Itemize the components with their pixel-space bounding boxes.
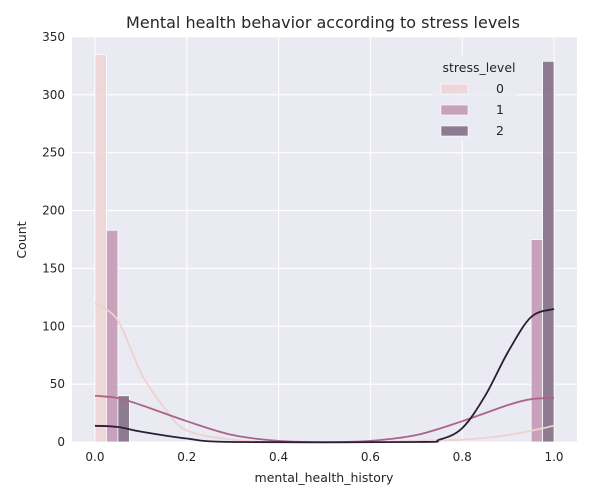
- x-tick-label: 0.8: [453, 450, 472, 464]
- legend-label-2: 2: [496, 123, 504, 138]
- bar-stress-1: [106, 229, 119, 443]
- legend-label-1: 1: [496, 102, 504, 117]
- x-tick-label: 0.0: [85, 450, 104, 464]
- chart-title: Mental health behavior according to stre…: [126, 13, 520, 32]
- legend-swatch-2: [440, 125, 469, 137]
- legend-title: stress_level: [443, 60, 516, 75]
- bar-stress-1: [530, 239, 543, 443]
- bars: [94, 53, 555, 443]
- x-axis-ticks: 0.0 0.2 0.4 0.6 0.8 1.0: [85, 450, 563, 464]
- y-tick-label: 50: [50, 377, 65, 391]
- kde-lines: [94, 302, 555, 444]
- bar-stress-0: [94, 53, 107, 443]
- y-tick-label: 300: [42, 88, 65, 102]
- y-axis-label: Count: [14, 221, 29, 258]
- bar-stress-2: [542, 60, 555, 443]
- legend-label-0: 0: [496, 81, 504, 96]
- y-tick-label: 0: [57, 435, 65, 449]
- legend-swatch-0: [440, 83, 469, 95]
- y-tick-label: 150: [42, 261, 65, 275]
- legend-swatch-1: [440, 104, 469, 116]
- y-tick-label: 250: [42, 146, 65, 160]
- legend: stress_level 0 1 2: [432, 55, 517, 141]
- x-tick-label: 0.4: [269, 450, 288, 464]
- y-axis-ticks: 0 50 100 150 200 250 300 350: [42, 30, 65, 449]
- y-tick-label: 200: [42, 204, 65, 218]
- grid: [72, 36, 577, 443]
- kde-line-stress-2: [94, 308, 555, 444]
- x-tick-label: 0.6: [361, 450, 380, 464]
- y-tick-label: 350: [42, 30, 65, 44]
- x-axis-label: mental_health_history: [255, 470, 394, 485]
- legend-background: [432, 55, 517, 141]
- bar-stress-2: [117, 395, 130, 443]
- x-tick-label: 0.2: [177, 450, 196, 464]
- x-tick-label: 1.0: [544, 450, 563, 464]
- y-tick-label: 100: [42, 319, 65, 333]
